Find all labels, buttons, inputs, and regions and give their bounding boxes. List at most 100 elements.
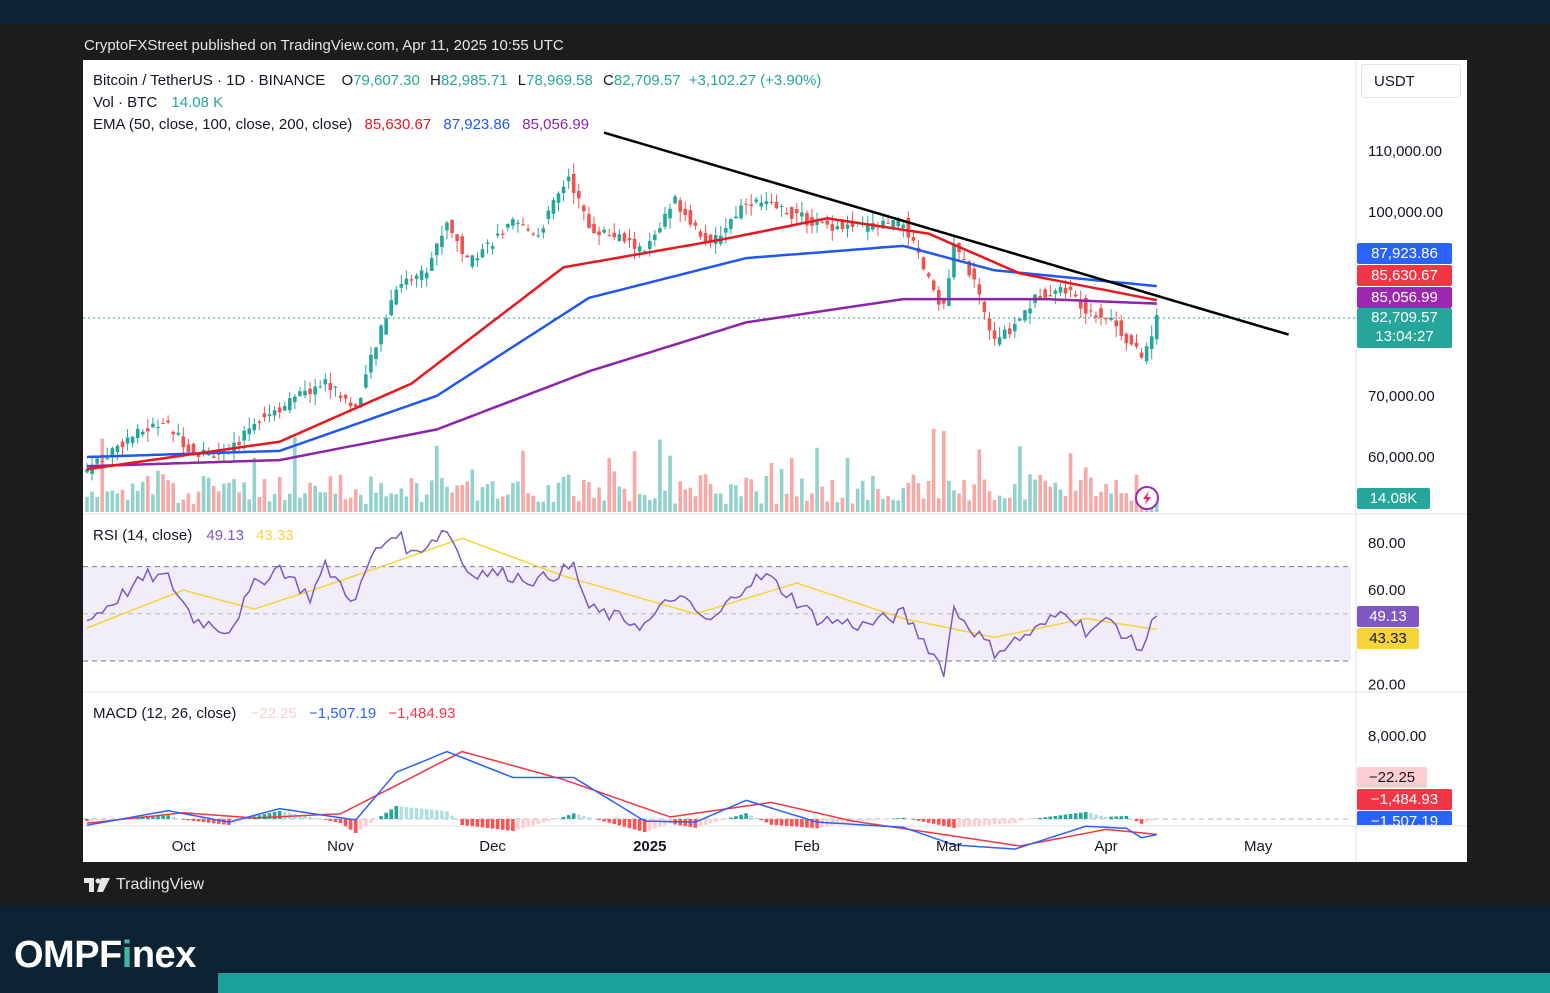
chart-container[interactable]: 110,000.00 100,000.00 70,000.00 60,000.00 8… <box>83 60 1467 862</box>
macd-histogram-bar <box>1083 811 1088 819</box>
macd-histogram-bar <box>85 819 89 822</box>
candle-body <box>506 223 510 228</box>
macd-histogram-bar <box>992 819 997 825</box>
candle-body <box>333 386 338 388</box>
volume-bar <box>247 499 252 512</box>
macd-histogram-bar <box>333 819 338 822</box>
volume-bar <box>293 437 297 512</box>
volume-bar <box>881 498 885 512</box>
volume-bar <box>257 497 262 512</box>
rsi-legend[interactable]: RSI (14, close) 49.13 43.33 <box>93 527 298 544</box>
candle-body <box>1007 328 1012 335</box>
candle-body <box>353 404 358 407</box>
volume-bar <box>201 476 206 512</box>
volume-bar <box>1018 446 1022 512</box>
symbol-legend[interactable]: Bitcoin / TetherUS · 1D · BINANCE O79,60… <box>93 72 825 89</box>
ema-legend[interactable]: EMA (50, close, 100, close, 200, close) … <box>93 116 593 133</box>
macd-signal-price-pill: −1,484.93 <box>1357 789 1452 810</box>
candle-body <box>262 413 267 418</box>
macd-histogram-bar <box>348 819 353 830</box>
macd-histogram-bar <box>409 807 414 819</box>
volume-bar <box>440 477 444 512</box>
volume-bar <box>404 496 409 512</box>
trendline[interactable] <box>603 131 1289 336</box>
volume-bar <box>262 479 267 512</box>
volume-bar <box>531 495 535 512</box>
volume-bar <box>171 483 175 512</box>
macd-histogram-bar <box>820 819 824 828</box>
macd-legend[interactable]: MACD (12, 26, close) −22.25 −1,507.19 −1… <box>93 705 460 722</box>
chart-svg[interactable]: 110,000.00 100,000.00 70,000.00 60,000.00 8… <box>83 60 1467 862</box>
volume-bar <box>602 500 606 512</box>
volume-bar <box>784 493 789 512</box>
macd-histogram-bar <box>460 819 464 825</box>
volume-bar <box>125 499 130 512</box>
tradingview-logo[interactable]: TradingView <box>84 876 204 894</box>
candle-body <box>1068 286 1073 290</box>
volume-bar <box>419 501 424 512</box>
volume-bar <box>749 479 753 512</box>
candle-body <box>1119 320 1124 336</box>
volume-bar <box>242 482 246 512</box>
macd-histogram-bar <box>521 819 525 829</box>
candle-body <box>576 190 581 199</box>
candle-body <box>211 456 216 458</box>
macd-histogram-bar <box>1043 817 1048 819</box>
volume-bar <box>987 491 992 512</box>
volume-bar <box>1104 484 1108 512</box>
candle-body <box>480 249 485 258</box>
macd-histogram-bar <box>698 819 703 827</box>
volume-bar <box>1043 480 1048 512</box>
macd-histogram-bar <box>987 819 992 825</box>
macd-histogram-bar <box>313 817 317 819</box>
rsi-tick-label: 20.00 <box>1368 677 1406 694</box>
macd-histogram-bar <box>364 819 368 827</box>
volume-bar <box>130 483 135 512</box>
macd-histogram-bar <box>952 819 956 828</box>
macd-hist-price-pill: −22.25 <box>1357 767 1427 788</box>
volume-bar <box>647 499 652 512</box>
macd-histogram-bar <box>627 819 632 829</box>
currency-selector[interactable]: USDT <box>1361 64 1461 98</box>
omp-finex-brand[interactable]: OMPFinex <box>14 934 196 977</box>
volume-bar <box>450 492 454 512</box>
macd-histogram-bar <box>800 819 804 828</box>
macd-histogram-bar <box>921 819 926 822</box>
macd-histogram-bar <box>414 808 419 819</box>
volume-bar <box>526 493 530 512</box>
volume-legend[interactable]: Vol · BTC 14.08 K <box>93 94 227 111</box>
candle-body <box>531 233 535 235</box>
macd-legend-value: −1,507.19 <box>309 705 377 722</box>
macd-hist-legend-value: −22.25 <box>250 705 297 722</box>
candle-body <box>364 374 368 388</box>
rsi-axis-ticks: 80.00 60.00 20.00 <box>1368 535 1406 694</box>
candle-body <box>840 220 845 229</box>
rsi-ma-line <box>86 537 1157 639</box>
volume-bar <box>328 476 333 512</box>
macd-histogram-bar <box>247 818 252 819</box>
price-tick-label: 110,000.00 <box>1368 143 1442 160</box>
candle-body <box>399 284 404 288</box>
volume-bar <box>1129 500 1134 512</box>
published-caption: CryptoFXStreet published on TradingView.… <box>84 37 564 54</box>
candle-body <box>906 217 911 238</box>
volume-bar <box>982 479 987 512</box>
alert-flash-icon[interactable] <box>1135 486 1159 510</box>
macd-histogram-bar <box>936 819 941 825</box>
candle-body <box>845 224 850 229</box>
candle-body <box>1154 315 1159 340</box>
candle-body <box>135 428 140 439</box>
candle-body <box>277 407 282 413</box>
volume-bar <box>110 490 115 512</box>
candle-body <box>1018 318 1022 321</box>
candle-body <box>323 379 328 385</box>
symbol-title[interactable]: Bitcoin / TetherUS · 1D · BINANCE <box>93 72 326 89</box>
macd-histogram-bar <box>475 819 480 827</box>
bar-countdown: 13:04:27 <box>1375 328 1434 345</box>
candle-body <box>404 278 409 285</box>
volume-bar <box>673 503 677 512</box>
candle-body <box>982 301 987 313</box>
time-axis-ticks: Oct Nov Dec 2025 Feb Mar Apr May <box>172 838 1273 855</box>
macd-histogram-bar <box>161 815 165 819</box>
volume-bar <box>1078 479 1083 512</box>
